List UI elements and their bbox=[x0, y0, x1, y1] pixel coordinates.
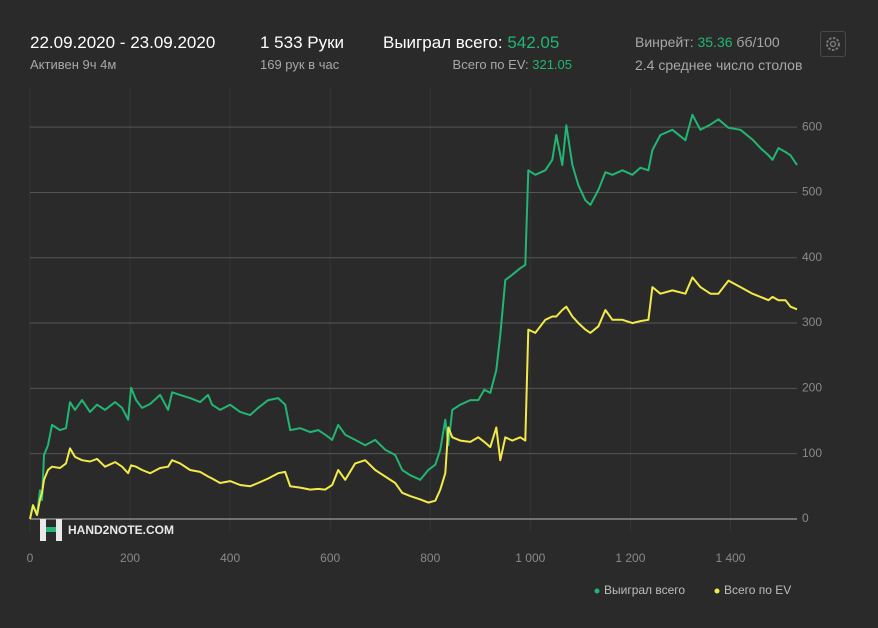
hands: 1 533 Руки bbox=[260, 33, 345, 52]
y-tick-label: 200 bbox=[802, 381, 822, 395]
winrate-value: 35.36 bbox=[697, 34, 733, 50]
date-range: 22.09.2020 - 23.09.2020 bbox=[30, 33, 216, 52]
won-label: Выиграл всего: bbox=[383, 33, 503, 52]
x-tick-label: 1 400 bbox=[715, 551, 745, 565]
ev-total: Всего по EV: 321.05 bbox=[453, 57, 572, 72]
y-tick-label: 0 bbox=[802, 511, 809, 525]
y-tick-label: 100 bbox=[802, 446, 822, 460]
x-tick-label: 0 bbox=[27, 551, 34, 565]
y-tick-label: 600 bbox=[802, 119, 822, 133]
won-total: Выиграл всего: 542.05 bbox=[383, 33, 559, 53]
gear-icon bbox=[826, 37, 840, 51]
y-tick-label: 400 bbox=[802, 250, 822, 264]
winrate-label: Винрейт: bbox=[635, 34, 694, 50]
legend-label: Выиграл всего bbox=[604, 583, 685, 597]
x-tick-label: 800 bbox=[420, 551, 440, 565]
x-tick-label: 200 bbox=[120, 551, 140, 565]
x-tick-label: 600 bbox=[320, 551, 340, 565]
winrate-unit: бб/100 bbox=[736, 34, 780, 50]
x-tick-label: 1 200 bbox=[615, 551, 645, 565]
settings-button[interactable] bbox=[820, 31, 846, 57]
x-tick-label: 400 bbox=[220, 551, 240, 565]
winrate: Винрейт: 35.36 бб/100 bbox=[635, 34, 780, 50]
legend-label: Всего по EV bbox=[724, 583, 791, 597]
watermark-text: HAND2NOTE.COM bbox=[68, 523, 174, 537]
watermark: HAND2NOTE.COM bbox=[40, 519, 174, 541]
series-line bbox=[29, 276, 798, 520]
active-time: Активен 9ч 4м bbox=[30, 57, 117, 72]
legend-marker bbox=[714, 588, 720, 594]
ev-label: Всего по EV: bbox=[452, 57, 529, 72]
y-tick-label: 300 bbox=[802, 315, 822, 329]
hands-per-hour: 169 рук в час bbox=[260, 57, 340, 72]
x-tick-label: 1 000 bbox=[515, 551, 545, 565]
won-value: 542.05 bbox=[507, 33, 560, 52]
series-line bbox=[29, 113, 798, 520]
legend-marker bbox=[594, 588, 600, 594]
tables: 2.4 среднее число столов bbox=[635, 57, 803, 73]
ev-value: 321.05 bbox=[532, 57, 572, 72]
y-tick-label: 500 bbox=[802, 185, 822, 199]
